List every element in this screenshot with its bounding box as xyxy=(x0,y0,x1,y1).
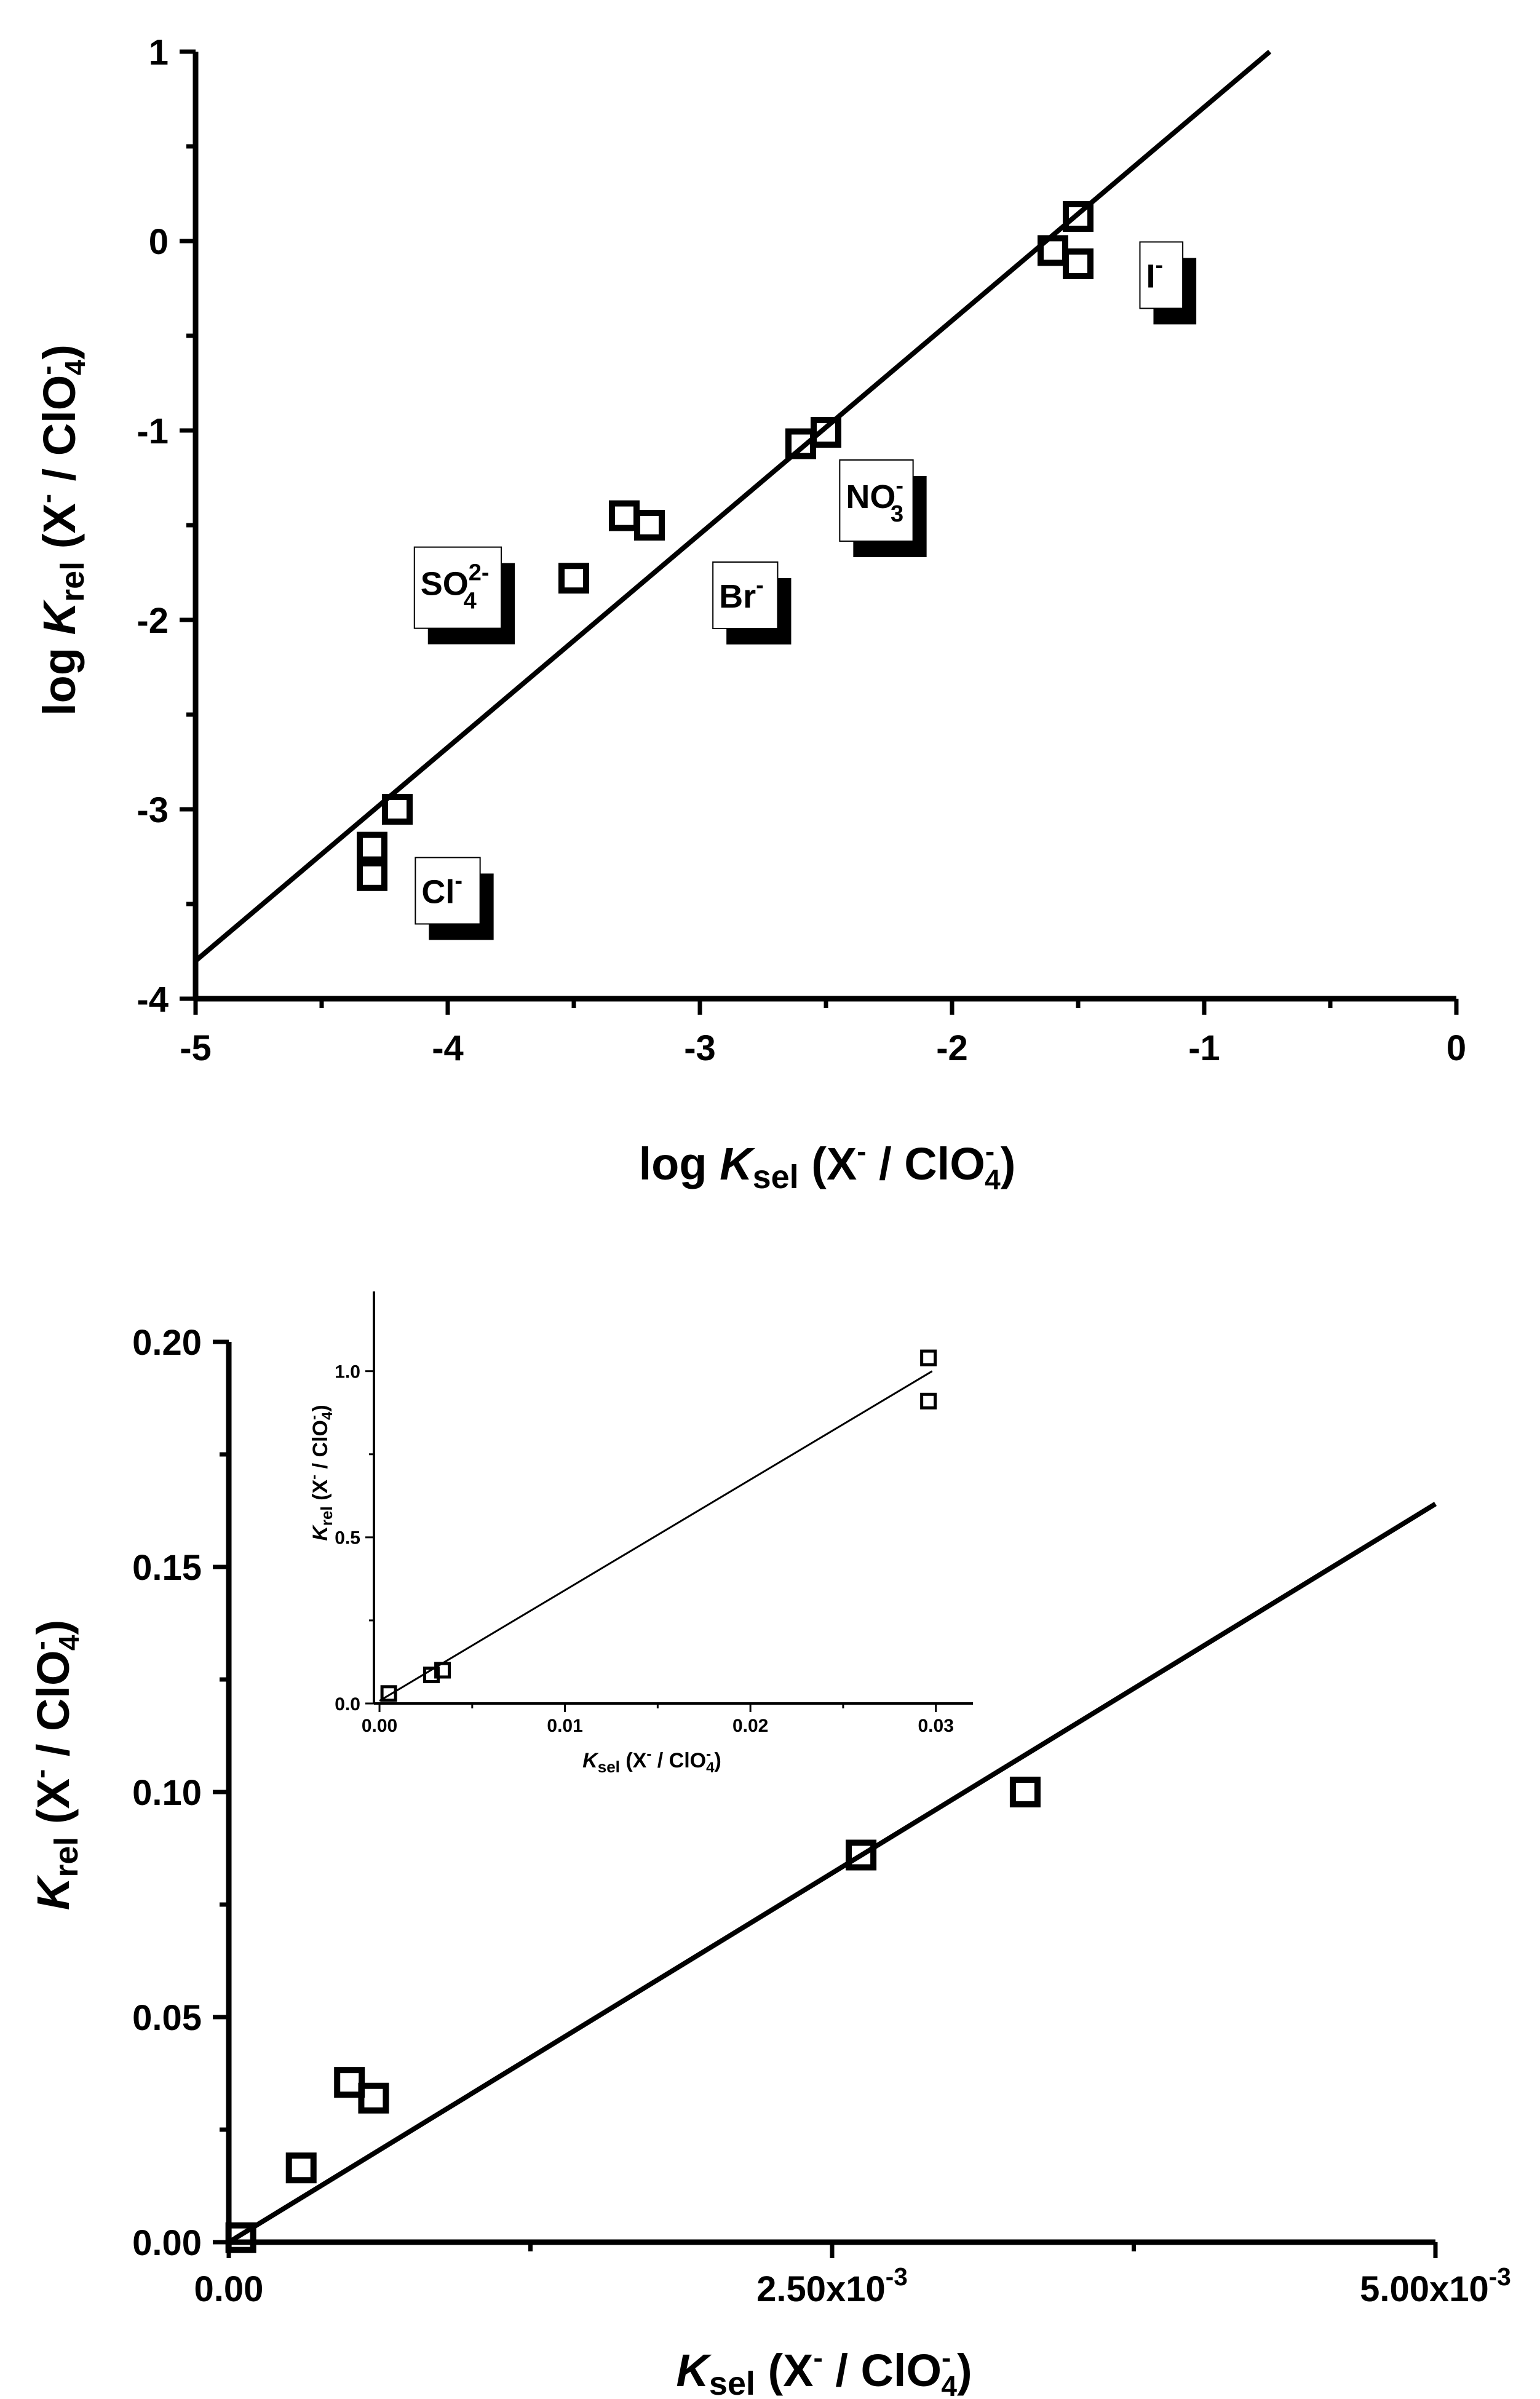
ion-label-cl-box xyxy=(415,857,481,925)
top-y-axis-title: log Krel (X- / ClO-4) xyxy=(31,344,91,716)
top-data-point xyxy=(1063,248,1093,279)
inset-data-points xyxy=(380,1349,937,1702)
top-y-tick-label: -1 xyxy=(137,411,169,451)
top-data-point xyxy=(634,510,665,541)
inset-fit-line xyxy=(379,1370,933,1702)
bottom-tick-labels: 0.00 2.50x10-3 5.00x10-3 0.00 0.05 0.10 0.15 0.… xyxy=(132,1323,1511,2309)
inset-y-axis-title: Krel (X- / ClO-4) xyxy=(306,1405,336,1541)
ion-label-so4: SO2-4 xyxy=(413,546,515,644)
top-y-tick-label: -4 xyxy=(137,980,169,1020)
top-x-tick-label: 0 xyxy=(1447,1028,1466,1068)
bottom-data-points xyxy=(225,1777,1041,2253)
top-data-point xyxy=(357,860,387,891)
top-tick-labels: -5 -4 -3 -2 -1 0 -4 -3 -2 -1 0 1 xyxy=(137,33,1466,1068)
inset-x-axis-title: Ksel (X- / ClO-4) xyxy=(582,1746,721,1776)
bottom-chart: 0.00 2.50x10-3 5.00x10-3 0.00 0.05 0.10 0.15 0.… xyxy=(25,1291,1511,2399)
top-y-tick-label: 0 xyxy=(149,222,169,262)
bottom-y-tick-label: 0.20 xyxy=(132,1323,202,1363)
inset-y-tick-label: 1.0 xyxy=(335,1362,360,1382)
inset-data-point xyxy=(920,1349,937,1366)
top-data-points xyxy=(357,200,1093,891)
inset-data-point xyxy=(434,1662,451,1679)
bottom-axes xyxy=(213,1339,1438,2258)
inset-data-point xyxy=(920,1392,937,1410)
inset-x-tick-label: 0.00 xyxy=(362,1716,397,1736)
top-y-tick-label: -2 xyxy=(137,601,169,641)
ion-label-no3-box xyxy=(839,459,914,542)
ion-label-cl-text: Cl- xyxy=(421,868,462,910)
top-x-tick-label: -3 xyxy=(684,1028,716,1068)
bottom-x-tick-label: 5.00x10-3 xyxy=(1360,2262,1511,2309)
top-axes xyxy=(180,49,1459,1015)
bottom-data-point xyxy=(334,2067,365,2098)
bottom-y-axis-title: Krel (X- / ClO-4) xyxy=(25,1620,85,1910)
top-x-tick-label: -2 xyxy=(936,1028,968,1068)
bottom-data-point xyxy=(846,1839,877,1871)
top-data-point xyxy=(382,794,413,825)
top-x-tick-label: -5 xyxy=(180,1028,212,1068)
ion-label-br-text: Br- xyxy=(719,573,764,615)
ion-label-i-text: I- xyxy=(1146,252,1163,295)
inset-x-tick-label: 0.02 xyxy=(732,1716,768,1736)
inset-x-tick-label: 0.03 xyxy=(918,1716,953,1736)
top-data-point xyxy=(811,417,841,448)
bottom-x-tick-label: 2.50x10-3 xyxy=(756,2262,908,2309)
top-y-tick-label: -3 xyxy=(137,790,169,830)
inset-data-point xyxy=(380,1685,397,1702)
top-y-tick-label: 1 xyxy=(149,33,169,73)
top-data-point xyxy=(1063,200,1093,232)
bottom-data-point xyxy=(358,2082,389,2114)
ion-label-no3: NO-3 xyxy=(839,459,927,557)
top-ion-labels: Cl- SO2-4 Br- NO-3 I- xyxy=(413,241,1197,940)
top-x-axis-title: log Ksel (X- / ClO-4) xyxy=(639,1135,1016,1196)
inset-axes xyxy=(365,1291,973,1712)
bottom-x-tick-label: 0.00 xyxy=(194,2269,264,2309)
inset-fit-line-group xyxy=(379,1370,933,1702)
ion-label-i: I- xyxy=(1139,241,1197,325)
inset-data-point xyxy=(423,1667,440,1684)
bottom-y-tick-label: 0.10 xyxy=(132,1773,202,1813)
inset-y-tick-label: 0.5 xyxy=(335,1528,360,1548)
bottom-data-point xyxy=(225,2222,256,2253)
ion-label-br-box xyxy=(712,561,779,629)
ion-label-cl: Cl- xyxy=(415,857,494,940)
ion-label-br: Br- xyxy=(712,561,792,644)
inset-tick-labels: 0.00 0.01 0.02 0.03 0.0 0.5 1.0 xyxy=(335,1362,954,1736)
ion-label-i-box xyxy=(1139,241,1184,309)
top-data-point xyxy=(558,563,589,594)
bottom-y-tick-label: 0.00 xyxy=(132,2223,202,2263)
top-chart: -5 -4 -3 -2 -1 0-4-3-2-101 Cl-SO2-4 Br-NO-3I- … xyxy=(31,33,1466,1196)
top-x-tick-label: -1 xyxy=(1188,1028,1220,1068)
bottom-data-point xyxy=(1009,1777,1041,1807)
top-x-tick-label: -4 xyxy=(432,1028,464,1068)
ion-label-no3-text: NO-3 xyxy=(846,473,903,527)
ion-label-so4-box xyxy=(413,546,502,629)
inset-x-tick-label: 0.01 xyxy=(547,1716,582,1736)
top-data-point xyxy=(357,831,387,863)
bottom-x-axis-title: Ksel (X- / ClO-4) xyxy=(676,2342,972,2399)
bottom-fit-line xyxy=(227,1502,1437,2245)
bottom-y-tick-label: 0.15 xyxy=(132,1548,202,1588)
inset-chart: 0.00 0.01 0.02 0.03 0.0 0.5 1.0 Ksel (X- / ClO… xyxy=(306,1291,973,1776)
ion-label-so4-text: SO2-4 xyxy=(421,560,490,614)
bottom-fit-line-group xyxy=(227,1502,1437,2245)
bottom-data-point xyxy=(285,2152,317,2184)
bottom-y-tick-label: 0.05 xyxy=(132,1998,202,2038)
inset-y-tick-label: 0.0 xyxy=(335,1694,360,1715)
